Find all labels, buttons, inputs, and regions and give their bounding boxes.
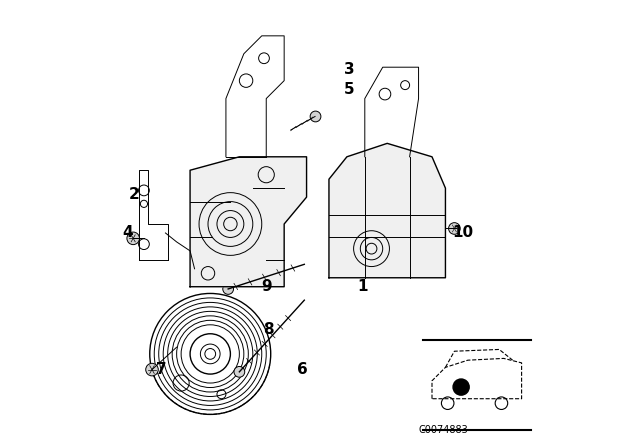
Text: C0074883: C0074883 [419,425,468,435]
Text: 3: 3 [344,62,355,77]
Circle shape [310,111,321,122]
Circle shape [146,363,158,376]
Polygon shape [190,157,307,287]
Circle shape [223,284,234,294]
Text: 2: 2 [129,187,140,202]
Text: 6: 6 [297,362,307,377]
Circle shape [200,344,220,364]
Circle shape [234,366,244,377]
Circle shape [453,379,469,395]
Text: 7: 7 [156,362,166,377]
Polygon shape [329,143,445,278]
Circle shape [449,223,460,234]
Text: 8: 8 [263,322,274,337]
Text: 4: 4 [122,225,132,241]
Text: 10: 10 [452,225,474,241]
Text: 5: 5 [344,82,355,97]
Circle shape [127,232,140,245]
Text: 9: 9 [261,279,271,294]
Text: 1: 1 [357,279,368,294]
